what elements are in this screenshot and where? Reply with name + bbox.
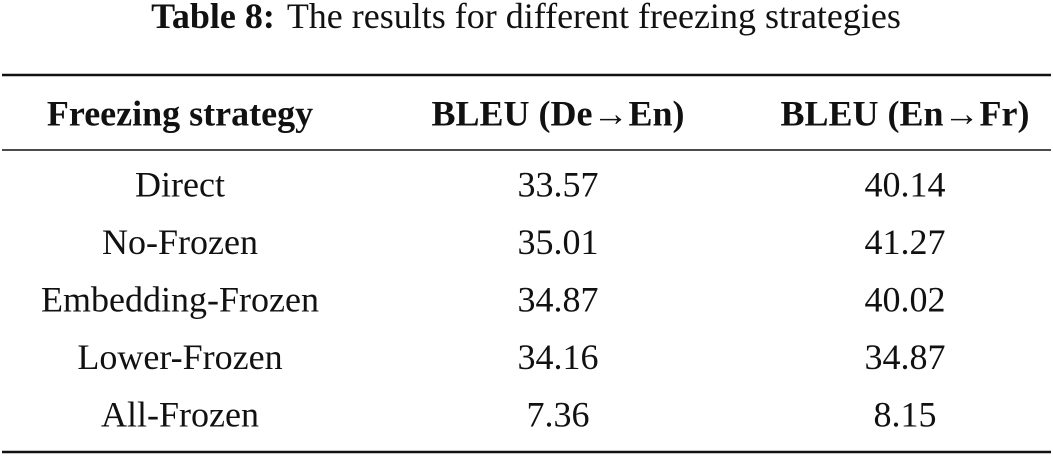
cell: 7.36	[527, 394, 590, 434]
row-label: No-Frozen	[102, 222, 258, 262]
cell: 8.15	[874, 394, 937, 434]
cell: 35.01	[518, 222, 599, 262]
cell: 33.57	[518, 164, 599, 204]
header-cell: Freezing strategy	[47, 93, 313, 133]
cell: 34.87	[865, 337, 946, 377]
caption: Table 8: The results for different freezi…	[151, 0, 901, 36]
cell: 41.27	[865, 222, 946, 262]
caption-label: Table 8:	[151, 0, 275, 36]
header-cell: BLEU (En→Fr)	[780, 93, 1029, 133]
row-label: Lower-Frozen	[77, 337, 282, 377]
header-cell: BLEU (De→En)	[431, 93, 684, 133]
row-label: All-Frozen	[101, 394, 259, 434]
caption-text: The results for different freezing strat…	[287, 0, 901, 36]
row-label: Direct	[135, 164, 225, 204]
cell: 34.16	[518, 337, 599, 377]
cell: 34.87	[518, 279, 599, 319]
cell: 40.02	[865, 279, 946, 319]
cell: 40.14	[865, 164, 946, 204]
row-label: Embedding-Frozen	[41, 279, 319, 319]
